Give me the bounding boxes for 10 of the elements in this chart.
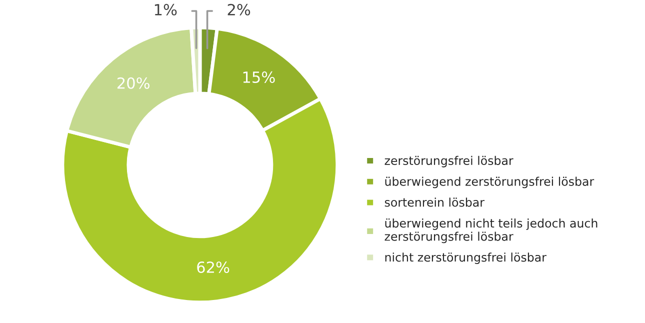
legend-label: überwiegend nicht teils jedoch auch zerstörungsfrei lösbar (384, 218, 598, 244)
legend-label: überwiegend zerstörungsfrei lösbar (385, 176, 594, 188)
data-label: 1% (154, 4, 177, 16)
data-label: 15% (243, 71, 275, 83)
data-label: 62% (197, 261, 230, 274)
legend-label: sortenrein lösbar (384, 198, 484, 207)
data-label: 2% (228, 4, 250, 16)
legend-label: nicht zerstörungsfrei lösbar (385, 252, 546, 264)
legend-label: zerstörungsfrei lösbar (384, 156, 514, 168)
data-label: 20% (118, 77, 150, 89)
